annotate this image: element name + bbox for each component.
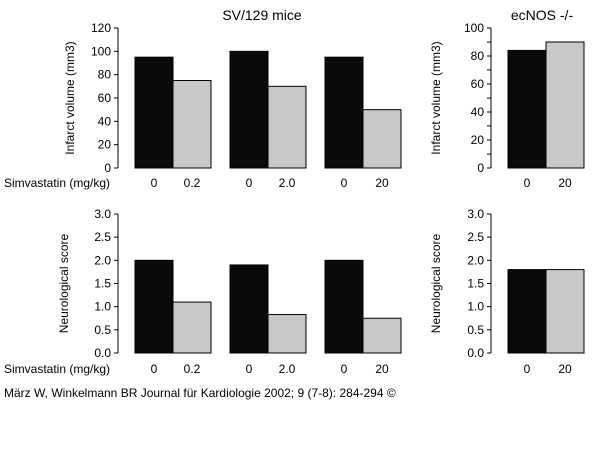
- chart-title: SV/129 mice: [222, 7, 302, 23]
- x-tick-label: 2.0: [279, 176, 296, 190]
- x-tick-label: 0: [524, 176, 531, 190]
- bar: [267, 85, 307, 169]
- y-tick-label: 60: [98, 91, 112, 105]
- x-tick-label: 20: [375, 362, 389, 376]
- bar: [507, 269, 547, 354]
- x-axis-label: Simvastatin (mg/kg): [4, 176, 110, 190]
- x-tick-label: 0.2: [184, 362, 201, 376]
- bar: [507, 49, 547, 169]
- bar: [362, 109, 402, 169]
- bar: [172, 80, 212, 169]
- y-tick-label: 1.5: [94, 277, 111, 291]
- y-tick-label: 1.0: [94, 300, 111, 314]
- y-tick-label: 0: [477, 161, 484, 175]
- x-tick-label: 0: [524, 362, 531, 376]
- y-axis-label: Neurological score: [57, 233, 71, 333]
- y-tick-label: 1.5: [467, 277, 484, 291]
- chart-title: ecNOS -/-: [511, 7, 574, 23]
- x-tick-label: 20: [558, 362, 572, 376]
- bar: [324, 56, 364, 169]
- y-tick-label: 3.0: [467, 207, 484, 221]
- y-tick-label: 80: [471, 49, 485, 63]
- x-tick-label: 0: [341, 176, 348, 190]
- y-tick-label: 20: [471, 133, 485, 147]
- x-tick-label: 20: [375, 176, 389, 190]
- figure-credit: März W, Winkelmann BR Journal für Kardio…: [4, 386, 396, 400]
- x-tick-label: 20: [558, 176, 572, 190]
- y-tick-label: 0.5: [94, 323, 111, 337]
- y-tick-label: 100: [91, 44, 111, 58]
- y-tick-label: 2.0: [467, 253, 484, 267]
- y-tick-label: 0.5: [467, 323, 484, 337]
- x-tick-label: 0: [341, 362, 348, 376]
- bar: [267, 314, 307, 354]
- y-tick-label: 2.5: [94, 230, 111, 244]
- y-tick-label: 2.0: [94, 253, 111, 267]
- y-tick-label: 0.0: [467, 346, 484, 360]
- x-tick-label: 0: [151, 176, 158, 190]
- bar: [362, 317, 402, 354]
- x-tick-label: 0: [246, 176, 253, 190]
- y-axis-label: Infarct volume (mm3): [63, 41, 77, 154]
- y-tick-label: 100: [464, 21, 484, 35]
- y-tick-label: 120: [91, 21, 111, 35]
- y-tick-label: 1.0: [467, 300, 484, 314]
- y-tick-label: 60: [471, 77, 485, 91]
- bar: [134, 56, 174, 169]
- y-axis-label: Infarct volume (mm3): [429, 41, 443, 154]
- y-tick-label: 3.0: [94, 207, 111, 221]
- bar: [324, 259, 364, 354]
- bar: [134, 259, 174, 354]
- y-tick-label: 40: [471, 105, 485, 119]
- x-tick-label: 0: [246, 362, 253, 376]
- y-tick-label: 40: [98, 114, 112, 128]
- y-tick-label: 20: [98, 138, 112, 152]
- bar: [229, 264, 269, 354]
- y-tick-label: 0: [104, 161, 111, 175]
- x-axis-label: Simvastatin (mg/kg): [4, 362, 110, 376]
- bar: [229, 50, 269, 169]
- bar: [545, 269, 585, 354]
- bar: [545, 41, 585, 169]
- x-tick-label: 0: [151, 362, 158, 376]
- x-tick-label: 0.2: [184, 176, 201, 190]
- y-axis-label: Neurological score: [429, 233, 443, 333]
- bar: [172, 301, 212, 354]
- y-tick-label: 0.0: [94, 346, 111, 360]
- x-tick-label: 2.0: [279, 362, 296, 376]
- y-tick-label: 2.5: [467, 230, 484, 244]
- y-tick-label: 80: [98, 68, 112, 82]
